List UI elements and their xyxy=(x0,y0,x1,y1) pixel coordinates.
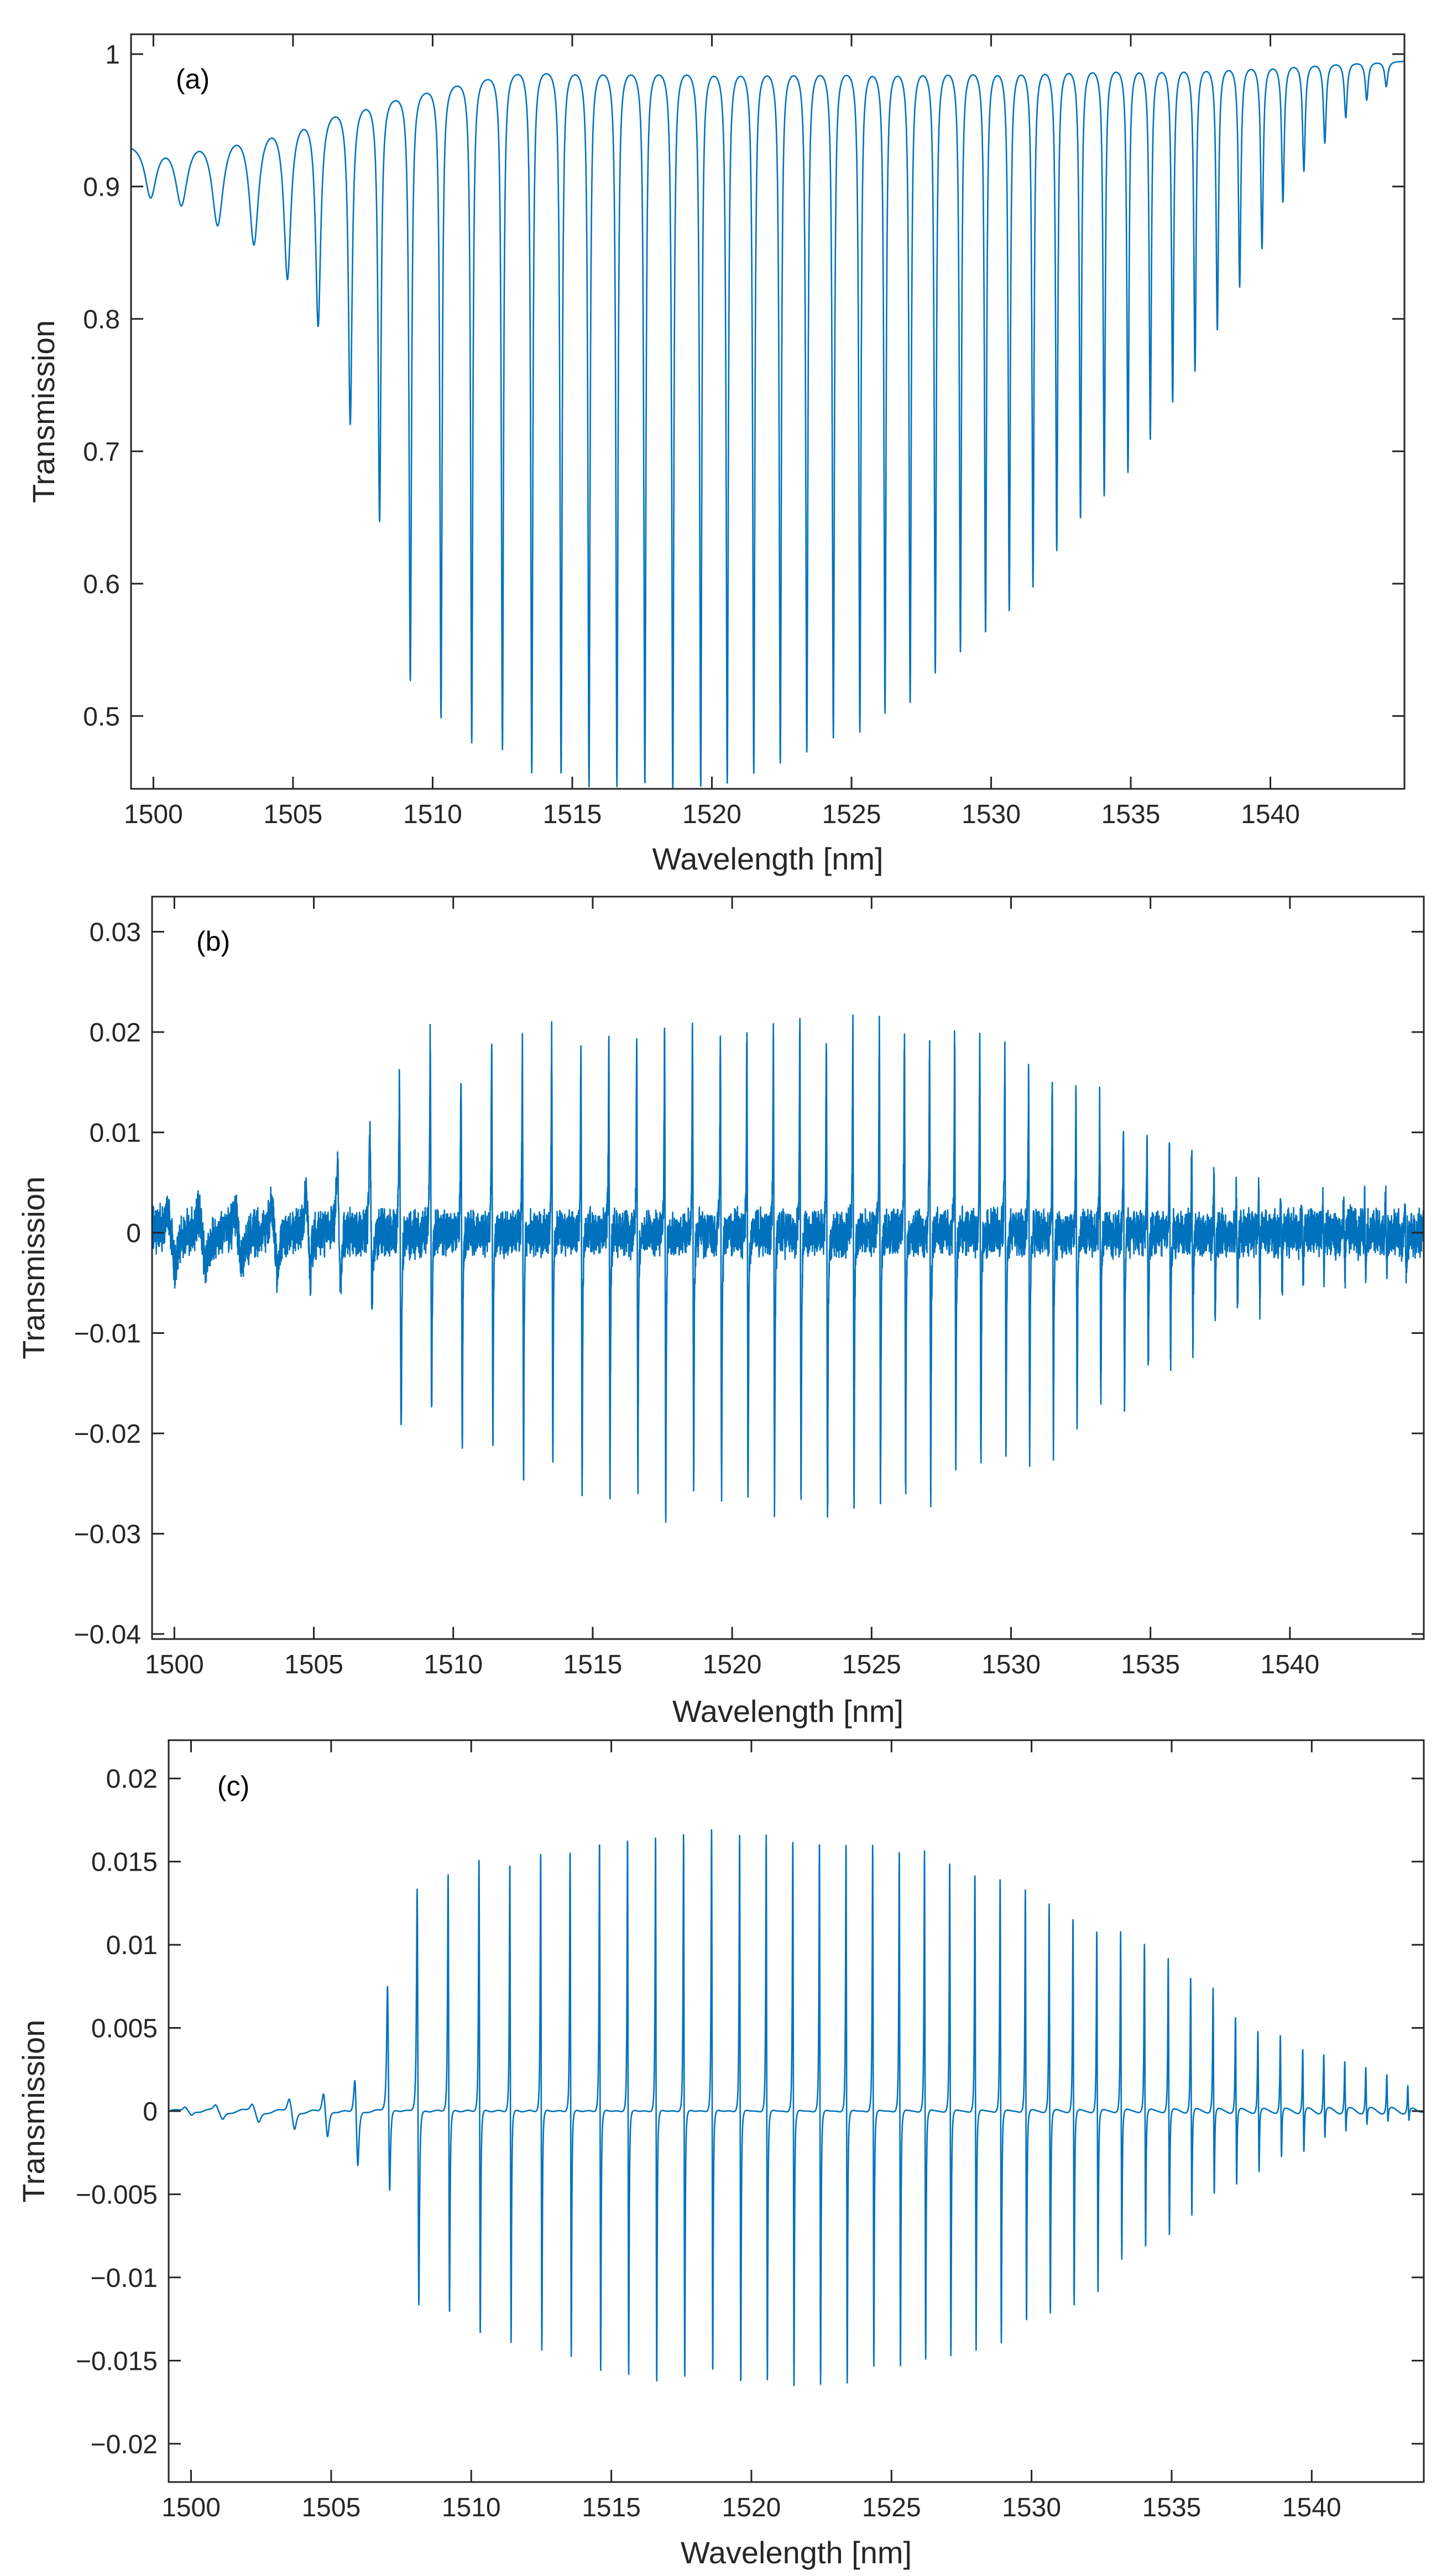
data-series-transmission xyxy=(169,1829,1424,2386)
y-tick-label: 0 xyxy=(126,1219,141,1248)
x-axis-label: Wavelength [nm] xyxy=(672,1694,903,1729)
y-axis-label: Transmission xyxy=(26,320,61,503)
y-tick-label: −0.03 xyxy=(74,1520,141,1549)
x-tick-label: 1525 xyxy=(862,2493,921,2522)
x-tick-label: 1505 xyxy=(301,2493,361,2522)
x-tick-label: 1530 xyxy=(1002,2493,1061,2522)
x-tick-label: 1500 xyxy=(124,800,183,829)
plot-frame xyxy=(151,896,1425,1640)
x-tick-label: 1535 xyxy=(1121,1650,1180,1679)
y-tick-label: −0.02 xyxy=(74,1420,141,1449)
y-tick-label: 0.02 xyxy=(106,1765,158,1794)
y-tick-label: 0.01 xyxy=(106,1931,158,1960)
y-tick-label: 0.005 xyxy=(91,2014,158,2044)
x-tick-label: 1515 xyxy=(543,800,602,829)
y-tick-label: −0.01 xyxy=(91,2264,158,2293)
data-series-transmission xyxy=(131,60,1404,789)
panel-label: (a) xyxy=(176,64,210,95)
x-tick-label: 1520 xyxy=(722,2493,781,2522)
x-tick-label: 1535 xyxy=(1142,2493,1202,2522)
x-tick-label: 1540 xyxy=(1241,800,1300,829)
y-tick-label: 0.6 xyxy=(83,570,120,599)
x-tick-label: 1535 xyxy=(1101,800,1161,829)
y-tick-label: −0.02 xyxy=(91,2430,158,2459)
x-tick-label: 1510 xyxy=(424,1650,483,1679)
x-tick-label: 1525 xyxy=(842,1650,901,1679)
y-tick-label: 0.8 xyxy=(83,305,120,334)
panel-label: (c) xyxy=(217,1771,249,1802)
y-tick-label: −0.015 xyxy=(76,2347,158,2376)
x-tick-label: 1515 xyxy=(563,1650,623,1679)
x-tick-label: 1500 xyxy=(161,2493,221,2522)
chart-panel-a: 1500 1505 1510 1515 1520 1525 1530 1535 1540 0.5 0… xyxy=(26,33,1406,876)
y-tick-label: −0.04 xyxy=(74,1620,141,1650)
x-axis-label: Wavelength [nm] xyxy=(652,841,883,876)
y-axis-label: Transmission xyxy=(16,1176,51,1359)
x-axis-label: Wavelength [nm] xyxy=(681,2535,912,2570)
y-tick-label: 0.02 xyxy=(90,1018,141,1048)
panel-label: (b) xyxy=(196,926,230,957)
y-tick-label: 0.03 xyxy=(90,918,141,947)
x-tick-label: 1530 xyxy=(962,800,1021,829)
y-tick-label: 0.01 xyxy=(90,1118,141,1148)
x-tick-label: 1500 xyxy=(145,1650,204,1679)
y-axis-label: Transmission xyxy=(16,2020,51,2203)
x-tick-label: 1530 xyxy=(981,1650,1041,1679)
y-tick-label: −0.01 xyxy=(74,1319,141,1348)
chart-panel-b: 1500 1505 1510 1515 1520 1525 1530 1535 1540 −0.0… xyxy=(16,896,1425,1729)
x-tick-label: 1525 xyxy=(822,800,881,829)
x-tick-label: 1520 xyxy=(682,800,741,829)
y-tick-label: 0 xyxy=(143,2097,158,2127)
chart-panel-c: 1500 1505 1510 1515 1520 1525 1530 1535 1540 −0.0… xyxy=(16,1739,1425,2570)
y-tick-label: 0.015 xyxy=(91,1848,158,1877)
y-tick-label: 1 xyxy=(105,40,120,70)
y-tick-label: −0.005 xyxy=(76,2180,158,2210)
x-tick-label: 1540 xyxy=(1261,1650,1320,1679)
x-tick-label: 1510 xyxy=(403,800,462,829)
x-tick-label: 1510 xyxy=(442,2493,501,2522)
x-tick-label: 1505 xyxy=(264,800,323,829)
x-tick-label: 1505 xyxy=(284,1650,343,1679)
y-tick-label: 0.9 xyxy=(83,172,120,202)
x-tick-label: 1515 xyxy=(582,2493,641,2522)
y-tick-label: 0.7 xyxy=(83,437,120,467)
x-tick-label: 1540 xyxy=(1282,2493,1341,2522)
plot-frame xyxy=(130,33,1406,790)
y-tick-label: 0.5 xyxy=(83,702,120,731)
x-tick-label: 1520 xyxy=(703,1650,762,1679)
data-series-transmission xyxy=(152,1014,1424,1523)
